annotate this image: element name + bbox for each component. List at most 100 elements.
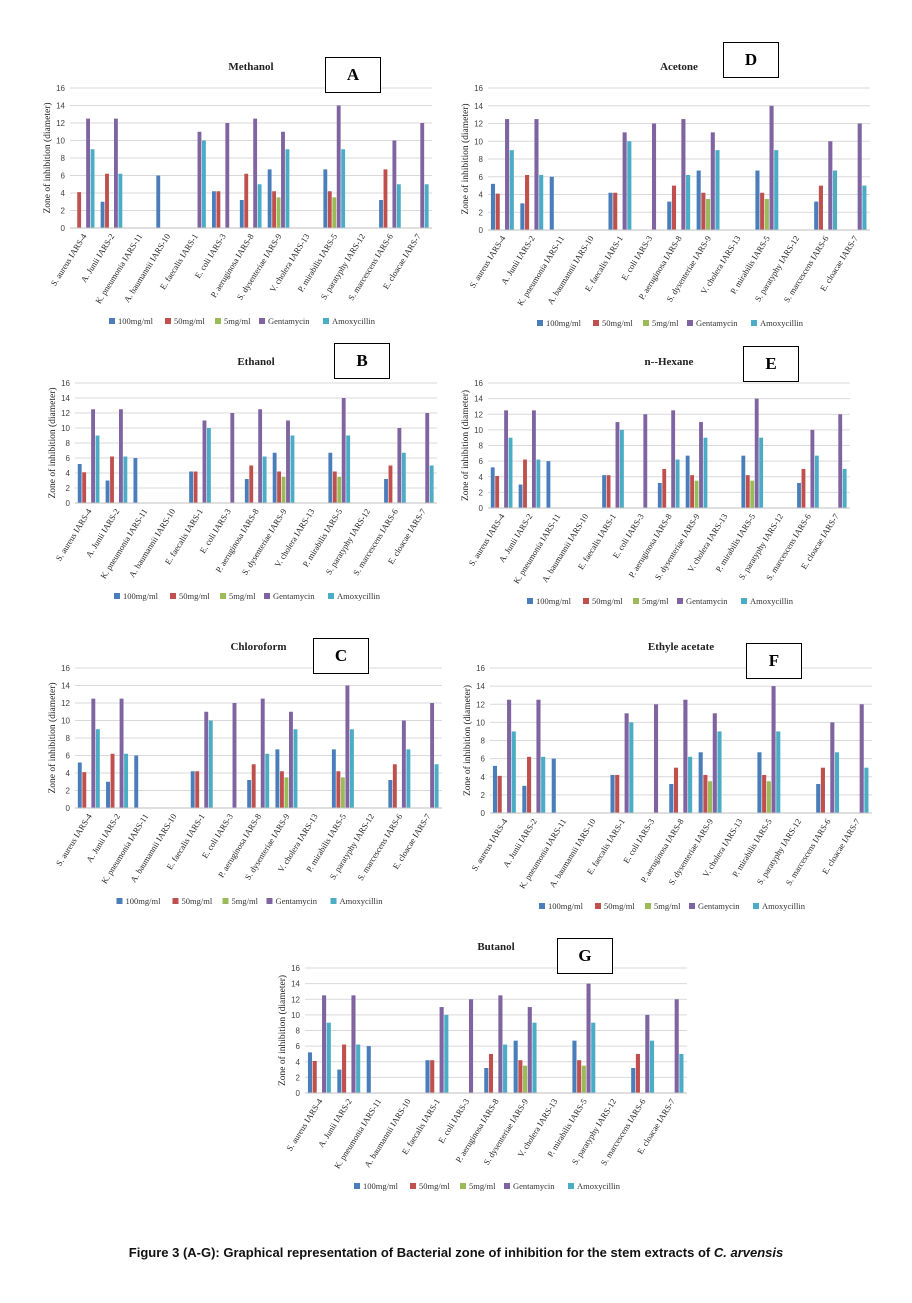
chart-b-bar xyxy=(105,480,110,503)
chart-a-ytick-label: 12 xyxy=(56,119,65,128)
chart-e-bar xyxy=(657,483,662,508)
chart-e-bar xyxy=(643,414,648,508)
chart-g-bar xyxy=(322,995,327,1093)
chart-d-svg: Acetone 0 2 4 6 8 10 12 14 16 Zone of inhibition (… xyxy=(460,61,870,328)
chart-d-bar xyxy=(755,170,760,230)
chart-d-ytick-label: 6 xyxy=(479,173,484,182)
chart-b-ytick-label: 14 xyxy=(61,394,70,403)
chart-c-bar xyxy=(91,698,96,808)
chart-f-bar xyxy=(820,767,825,813)
chart-f-legend-label: 100mg/ml xyxy=(548,901,584,911)
chart-a-ytick-label: 8 xyxy=(61,154,66,163)
chart-b-bar xyxy=(328,452,333,503)
chart-g-bar xyxy=(572,1040,577,1093)
chart-c-legend-label: 5mg/ml xyxy=(232,896,259,906)
chart-panel-a: Methanol 0 2 4 6 8 10 12 14 16 Zone of inhibition … xyxy=(40,50,440,340)
chart-e-ytick-label: 14 xyxy=(474,395,483,404)
chart-d-bar xyxy=(701,192,706,230)
chart-a-bar xyxy=(379,200,383,228)
chart-b-bar xyxy=(346,435,351,503)
chart-d-bar xyxy=(509,150,514,230)
chart-c-legend-label: Gentamycin xyxy=(276,896,318,906)
chart-e-bar xyxy=(602,475,607,508)
chart-g-ytick-label: 14 xyxy=(291,980,300,989)
chart-e-bar xyxy=(750,480,755,508)
chart-f-svg: Ethyle acetate 0 2 4 6 8 10 12 14 16 Zone of inhib… xyxy=(462,641,872,911)
chart-e-legend-swatch xyxy=(583,598,589,604)
chart-a-bar xyxy=(118,173,123,228)
chart-a-bar xyxy=(156,175,161,228)
chart-a-bar xyxy=(225,123,230,228)
chart-d-legend-swatch xyxy=(687,320,693,326)
chart-f-bar xyxy=(688,756,693,813)
chart-f-legend-swatch xyxy=(595,903,601,909)
chart-g-bar xyxy=(488,1053,494,1093)
chart-g-bar xyxy=(645,1014,650,1093)
chart-a-bar xyxy=(276,197,281,228)
chart-f-ytick-label: 4 xyxy=(481,773,486,782)
chart-f-ytick-label: 10 xyxy=(476,718,485,727)
chart-f-ytick-label: 16 xyxy=(476,664,485,673)
chart-g-bar xyxy=(342,1044,347,1093)
chart-c-ytick-label: 8 xyxy=(66,734,71,743)
panel-tag-f: F xyxy=(746,643,802,679)
chart-d-legend-swatch xyxy=(537,320,543,326)
chart-g-bar xyxy=(513,1040,518,1093)
chart-g-bar xyxy=(468,999,474,1093)
chart-d-bar xyxy=(505,119,510,230)
chart-d-bar xyxy=(814,201,819,230)
chart-b-bar xyxy=(281,476,286,503)
chart-e-ytick-label: 12 xyxy=(474,410,483,419)
chart-c-bar xyxy=(82,772,87,808)
chart-d-bar xyxy=(495,193,500,230)
chart-f-bar xyxy=(830,722,835,813)
chart-f-bar xyxy=(492,765,498,813)
chart-a-legend-swatch xyxy=(259,318,265,324)
chart-a-bar xyxy=(420,123,425,228)
chart-d-ytick-label: 2 xyxy=(479,208,484,217)
chart-a-legend-label: Gentamycin xyxy=(268,316,310,326)
chart-c-bar xyxy=(275,749,280,808)
chart-d-bar xyxy=(490,183,496,230)
chart-b-bar xyxy=(77,464,82,503)
chart-e-bar xyxy=(754,398,759,508)
chart-d-bar xyxy=(774,150,779,230)
chart-f-bar xyxy=(653,704,659,813)
chart-d-bar xyxy=(549,176,554,230)
chart-c-bar xyxy=(124,753,129,808)
chart-e-bar xyxy=(546,461,551,508)
chart-c-legend-label: Amoxycillin xyxy=(340,896,384,906)
chart-e-bar xyxy=(810,429,815,508)
chart-e-ytick-label: 8 xyxy=(479,442,484,451)
chart-d-bar xyxy=(857,123,862,230)
chart-a-bar xyxy=(341,149,346,228)
chart-f-legend-swatch xyxy=(689,903,695,909)
chart-e-ytick-label: 2 xyxy=(479,488,484,497)
chart-d-legend-label: Gentamycin xyxy=(696,318,738,328)
chart-a-legend-swatch xyxy=(165,318,171,324)
chart-c-bar xyxy=(340,777,345,808)
chart-e-legend-label: Amoxycillin xyxy=(750,596,794,606)
chart-g-legend-label: 50mg/ml xyxy=(419,1181,450,1191)
chart-c-legend-swatch xyxy=(266,898,273,904)
panel-tag-e: E xyxy=(743,346,799,382)
chart-a-bar xyxy=(257,184,262,228)
chart-d-bar xyxy=(608,192,613,230)
chart-f-bar xyxy=(712,713,717,813)
chart-g-bar xyxy=(503,1044,508,1093)
caption-text: Figure 3 (A-G): Graphical representation… xyxy=(128,1245,714,1260)
chart-f-legend-swatch xyxy=(539,903,545,909)
chart-e-bar xyxy=(675,459,680,508)
chart-e-bar xyxy=(490,467,495,508)
chart-f-ytick-label: 6 xyxy=(481,755,486,764)
chart-g-bar xyxy=(430,1060,435,1093)
chart-d-legend-label: 100mg/ml xyxy=(546,318,582,328)
chart-g-legend-label: 5mg/ml xyxy=(469,1181,496,1191)
chart-f-bar xyxy=(698,752,703,813)
chart-d-bar xyxy=(534,119,539,230)
chart-a-bar xyxy=(90,149,95,228)
chart-f-bar xyxy=(507,699,512,813)
chart-f-legend-label: Amoxycillin xyxy=(762,901,806,911)
